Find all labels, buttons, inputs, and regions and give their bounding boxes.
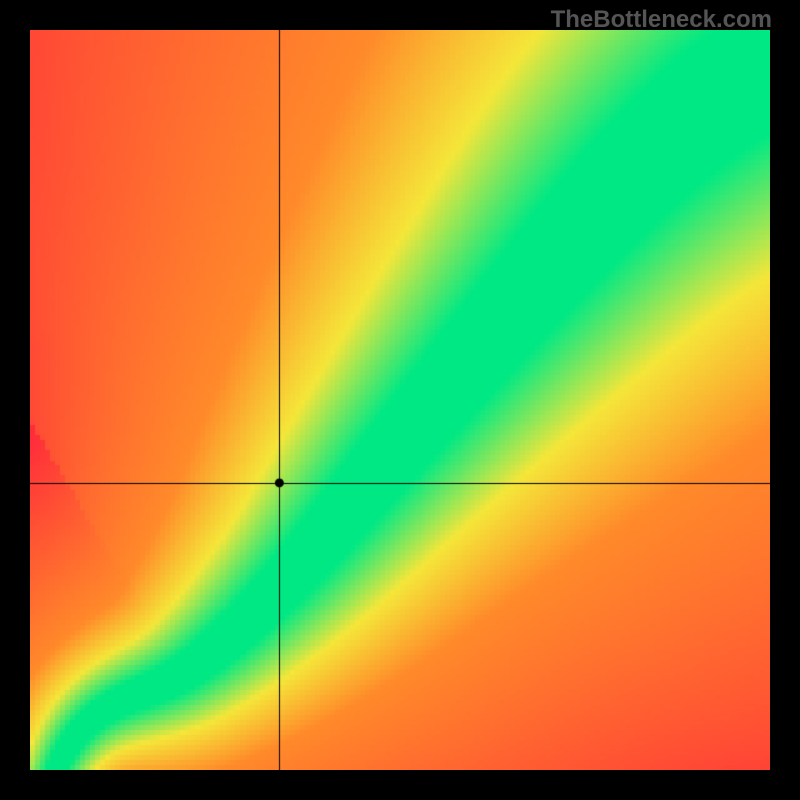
heatmap-canvas <box>30 30 770 770</box>
chart-frame: TheBottleneck.com <box>0 0 800 800</box>
watermark-label: TheBottleneck.com <box>551 6 772 34</box>
